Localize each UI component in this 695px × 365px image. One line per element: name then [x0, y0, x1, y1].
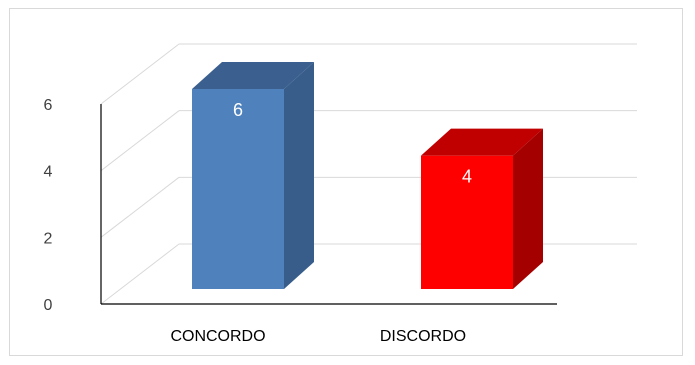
- gridline-diagonal: [100, 176, 180, 238]
- data-label-discordo: 4: [462, 167, 472, 187]
- gridlines: [100, 43, 637, 305]
- y-tick-label: 2: [44, 230, 53, 247]
- bar-side-concordo: [284, 62, 314, 289]
- chart-frame: [9, 8, 683, 356]
- bar-front-concordo: [192, 89, 284, 289]
- x-axis-ticks: CONCORDO DISCORDO: [170, 328, 466, 345]
- data-label-concordo: 6: [233, 100, 243, 120]
- bar-top-discordo: [421, 128, 543, 156]
- y-tick-label: 6: [44, 97, 53, 114]
- y-tick-label: 0: [44, 297, 53, 314]
- floor-diagonal: [100, 243, 180, 305]
- axes: [100, 104, 557, 305]
- gridline-diagonal: [100, 43, 180, 105]
- x-tick-label: DISCORDO: [380, 328, 466, 345]
- y-axis-ticks: 0 2 4 6: [44, 97, 53, 314]
- bar-side-discordo: [513, 128, 543, 289]
- bar-top-concordo: [192, 62, 314, 89]
- bars: [192, 62, 543, 289]
- gridline-diagonal: [100, 110, 180, 172]
- x-tick-label: CONCORDO: [170, 328, 265, 345]
- bar-front-discordo: [421, 155, 513, 289]
- data-labels: 64: [233, 100, 472, 187]
- y-tick-label: 4: [44, 164, 53, 181]
